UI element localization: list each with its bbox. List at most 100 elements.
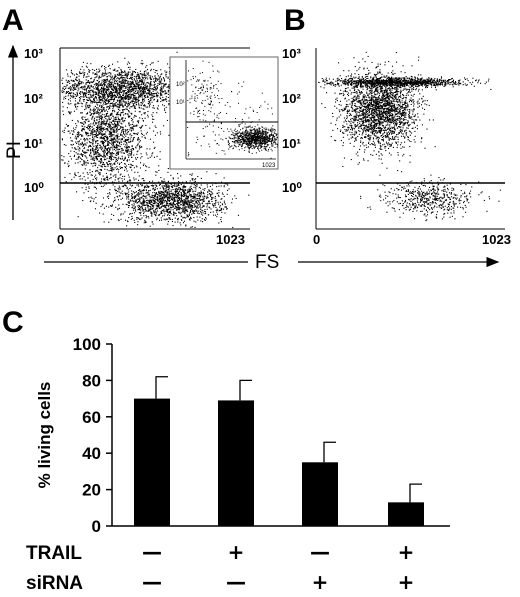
scatter-point [146, 72, 148, 74]
scatter-point [180, 224, 182, 226]
scatter-point [109, 100, 111, 102]
scatter-point [147, 106, 149, 108]
scatter-point [90, 63, 92, 65]
scatter-point [152, 93, 154, 95]
scatter-point [117, 77, 119, 79]
scatter-point [173, 201, 175, 203]
scatter-point [146, 96, 148, 98]
scatter-point [137, 224, 139, 226]
scatter-point [86, 105, 88, 107]
scatter-point [93, 91, 95, 93]
scatter-point [140, 107, 142, 109]
y-tick-a-2: 10² [24, 91, 43, 106]
scatter-point [170, 204, 172, 206]
scatter-point [122, 110, 124, 112]
scatter-point [144, 136, 146, 138]
scatter-point [130, 180, 132, 182]
scatter-point [161, 192, 163, 194]
scatter-point [114, 75, 116, 77]
scatter-point [108, 158, 110, 160]
scatter-point [93, 160, 95, 162]
scatter-point [76, 142, 78, 144]
scatter-point [162, 202, 164, 204]
scatter-point [74, 154, 76, 156]
scatter-point [111, 85, 113, 87]
scatter-point [200, 212, 202, 214]
scatter-point [99, 108, 101, 110]
scatter-point [131, 206, 133, 208]
scatter-point [114, 92, 116, 94]
scatter-point [120, 192, 122, 194]
scatter-point [153, 84, 155, 86]
scatter-point [68, 103, 70, 105]
scatter-point [127, 115, 129, 117]
scatter-point [117, 138, 119, 140]
scatter-point [204, 209, 206, 211]
scatter-point [110, 165, 112, 167]
scatter-point [143, 81, 145, 83]
scatter-point [165, 196, 167, 198]
scatter-point [179, 222, 181, 224]
scatter-point [94, 186, 96, 188]
scatter-point [101, 93, 103, 95]
scatter-point [109, 149, 111, 151]
scatter-point [116, 100, 118, 102]
scatter-point [111, 93, 113, 95]
scatter-point [225, 206, 227, 208]
scatter-point [94, 77, 96, 79]
scatter-point [129, 213, 131, 215]
scatter-point [143, 91, 145, 93]
scatter-point [72, 80, 74, 82]
scatter-point [70, 79, 72, 81]
scatter-point [173, 197, 175, 199]
scatter-point [125, 96, 127, 98]
scatter-point [166, 203, 168, 205]
scatter-point [183, 186, 185, 188]
scatter-point [136, 74, 138, 76]
scatter-point [96, 146, 98, 148]
scatter-point [143, 88, 145, 90]
scatter-point [156, 86, 158, 88]
scatter-point [124, 141, 126, 143]
scatter-point [68, 165, 70, 167]
scatter-point [158, 190, 160, 192]
scatter-point [161, 197, 163, 199]
scatter-point [194, 203, 196, 205]
scatter-point [103, 79, 105, 81]
scatter-point [130, 117, 132, 119]
scatter-point [159, 96, 161, 98]
scatter-point [90, 114, 92, 116]
scatter-point [158, 207, 160, 209]
scatter-point [120, 87, 122, 89]
scatter-point [117, 74, 119, 76]
scatter-point [95, 132, 97, 134]
scatter-point [111, 169, 113, 171]
scatter-point [114, 82, 116, 84]
scatter-point [139, 90, 141, 92]
scatter-point [176, 208, 178, 210]
scatter-point [113, 86, 115, 88]
scatter-point [128, 62, 130, 64]
scatter-point [158, 207, 160, 209]
scatter-point [144, 75, 146, 77]
scatter-point [119, 142, 121, 144]
scatter-point [137, 84, 139, 86]
scatter-point [103, 72, 105, 74]
scatter-point [95, 88, 97, 90]
scatter-point [166, 71, 168, 73]
scatter-point [210, 211, 212, 213]
scatter-point [66, 81, 68, 83]
scatter-point [84, 85, 86, 87]
scatter-point [135, 133, 137, 135]
scatter-point [135, 147, 137, 149]
scatter-point [147, 78, 149, 80]
scatter-point [218, 222, 220, 224]
scatter-point [187, 195, 189, 197]
scatter-point [141, 178, 143, 180]
scatter-point [159, 207, 161, 209]
scatter-point [152, 199, 154, 201]
scatter-point [161, 196, 163, 198]
scatter-point [108, 150, 110, 152]
scatter-point [121, 130, 123, 132]
scatter-point [106, 85, 108, 87]
